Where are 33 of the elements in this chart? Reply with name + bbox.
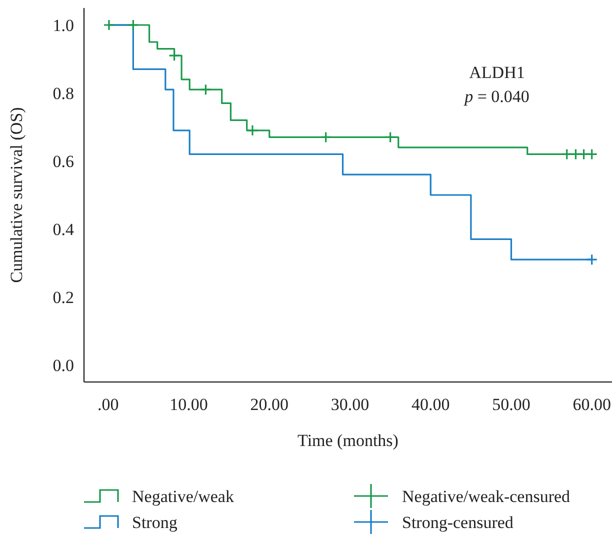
point (586, 148, 598, 160)
legend-label: Strong-censured (402, 512, 514, 532)
point (570, 148, 582, 160)
y-tick-label: 1.0 (52, 16, 74, 35)
x-tick-label: 40.00 (412, 395, 450, 414)
y-tick-label: 0.2 (52, 288, 74, 307)
point (103, 19, 115, 31)
point (578, 148, 590, 160)
annotation: ALDH1 (469, 63, 525, 82)
y-tick-label: 0.0 (52, 356, 74, 375)
point (320, 131, 332, 143)
point (384, 131, 396, 143)
x-tick-label: 60.00 (572, 395, 611, 414)
legend-label: Strong (132, 512, 178, 532)
point (168, 50, 180, 62)
point (127, 19, 139, 31)
y-axis-title: Cumulative survival (OS) (7, 107, 26, 283)
point (586, 254, 598, 266)
y-tick-label: 0.4 (52, 220, 74, 239)
legend-label: Negative/weak (132, 486, 234, 506)
y-tick-label: 0.6 (52, 152, 74, 171)
x-tick-label: 50.00 (492, 395, 530, 414)
x-tick-label: 10.00 (170, 395, 208, 414)
x-tick-label: 30.00 (330, 395, 370, 414)
annotation: p = 0.040 (464, 87, 530, 106)
legend-label: Negative/weak-censured (402, 486, 571, 506)
point (561, 148, 573, 160)
x-axis-title: Time (months) (298, 431, 398, 450)
y-tick-label: 0.8 (52, 84, 74, 103)
point (200, 84, 212, 96)
point (246, 124, 258, 136)
x-tick-label: 20.00 (250, 395, 289, 414)
x-tick-label: .00 (98, 395, 119, 414)
